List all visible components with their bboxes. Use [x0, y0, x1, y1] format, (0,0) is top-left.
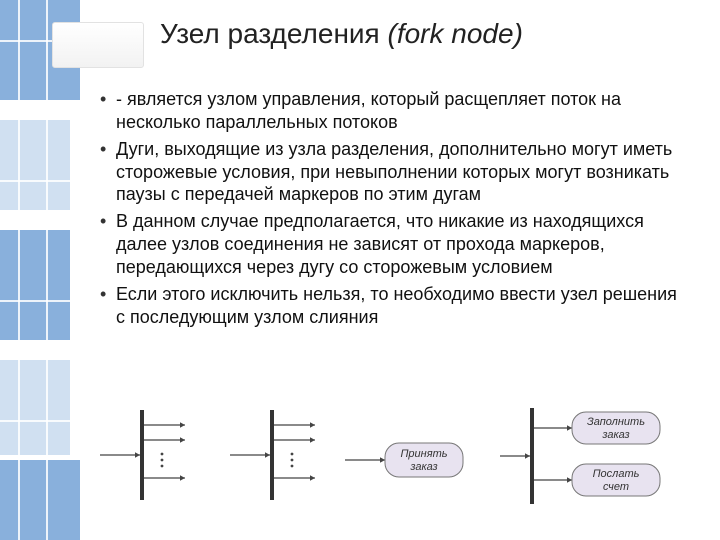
diagram-row: Принятьзаказ ЗаполнитьзаказПослатьсчет [80, 400, 700, 530]
svg-text:счет: счет [603, 481, 629, 493]
title-tab-shape [52, 22, 144, 68]
diagram-fork-1 [90, 400, 200, 510]
bullet-list: - является узлом управления, который рас… [100, 88, 690, 329]
svg-text:заказ: заказ [601, 429, 629, 441]
bullet-item: Если этого исключить нельзя, то необходи… [100, 283, 690, 329]
svg-text:заказ: заказ [409, 461, 437, 473]
title-plain: Узел разделения [160, 18, 388, 49]
svg-text:Послать: Послать [593, 468, 640, 480]
bullet-item: В данном случае предполагается, что ника… [100, 210, 690, 279]
svg-text:Заполнить: Заполнить [587, 416, 645, 428]
content-area: - является узлом управления, который рас… [100, 88, 690, 333]
slide-title: Узел разделения (fork node) [160, 18, 523, 50]
bullet-item: - является узлом управления, который рас… [100, 88, 690, 134]
diagram-split: Заполнитьзаказ Послатьсчет [500, 400, 675, 512]
diagram-accept: Принятьзаказ [345, 415, 475, 505]
diagram-fork-2 [220, 400, 330, 510]
title-bar: Узел разделения (fork node) [60, 18, 700, 64]
bullet-item: Дуги, выходящие из узла разделения, допо… [100, 138, 690, 207]
svg-text:Принять: Принять [400, 448, 447, 460]
title-italic: (fork node) [388, 18, 523, 49]
